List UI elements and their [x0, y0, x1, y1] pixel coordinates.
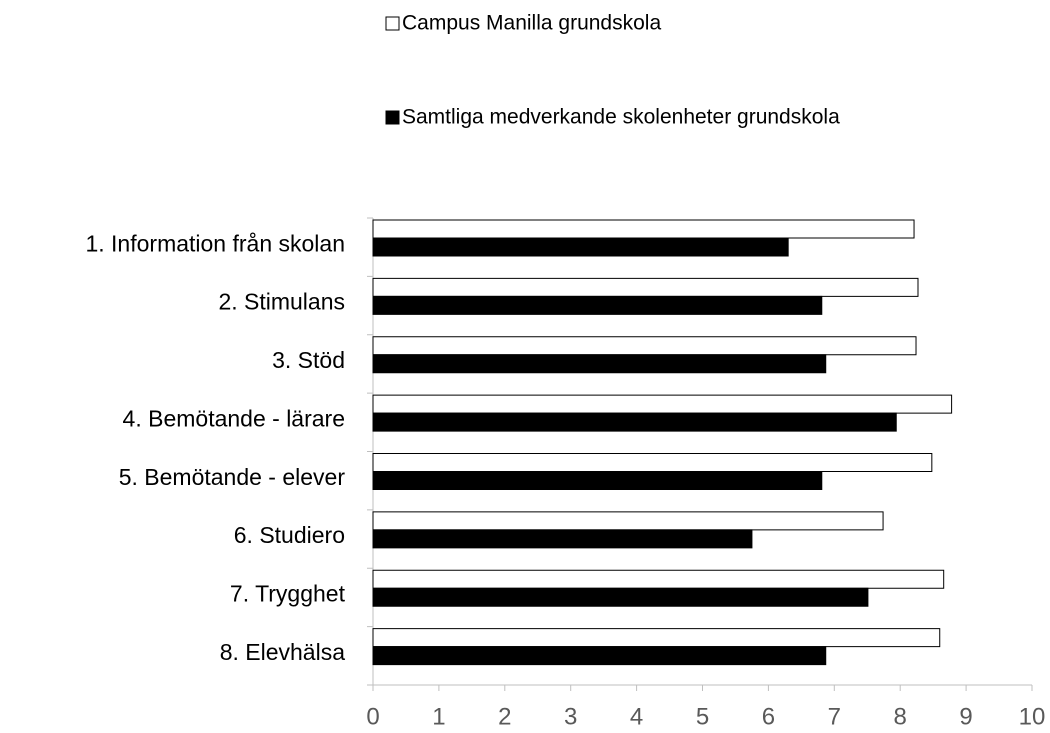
bar — [372, 646, 827, 666]
x-tick-label: 0 — [366, 703, 379, 730]
category-label: 5. Bemötande - elever — [119, 464, 346, 490]
x-tick-label: 3 — [564, 703, 577, 730]
category-label: 1. Information från skolan — [85, 230, 345, 256]
category-label: 6. Studiero — [234, 522, 345, 548]
category-label: 4. Bemötande - lärare — [123, 405, 345, 431]
legend-swatch — [385, 16, 400, 31]
x-tick-label: 10 — [1019, 703, 1046, 730]
bar — [372, 587, 869, 607]
legend-label: Campus Manilla grundskola — [402, 12, 661, 35]
bar — [372, 529, 753, 549]
x-tick-label: 5 — [696, 703, 709, 730]
category-label: 8. Elevhälsa — [220, 639, 346, 665]
bar — [372, 453, 933, 472]
bar — [372, 511, 884, 531]
bar — [372, 237, 789, 257]
legend-label: Samtliga medverkande skolenheter grundsk… — [402, 106, 840, 129]
legend-swatch — [385, 110, 400, 125]
x-tick-label: 6 — [762, 703, 775, 730]
bar — [372, 277, 919, 297]
x-tick-label: 2 — [498, 703, 511, 730]
bar — [372, 628, 941, 648]
category-label: 2. Stimulans — [218, 289, 345, 315]
bar — [372, 336, 917, 356]
category-label: 3. Stöd — [272, 347, 345, 373]
bar — [372, 354, 827, 374]
x-tick-label: 4 — [630, 703, 643, 730]
bar — [372, 394, 953, 414]
category-label: 7. Trygghet — [230, 581, 346, 607]
x-tick-label: 1 — [432, 703, 445, 730]
bar — [372, 295, 823, 315]
bar — [372, 471, 823, 490]
x-tick-label: 8 — [894, 703, 907, 730]
bar — [372, 412, 897, 432]
bar — [372, 219, 915, 239]
x-tick-label: 9 — [959, 703, 972, 730]
bar — [372, 569, 945, 589]
x-tick-label: 7 — [828, 703, 841, 730]
